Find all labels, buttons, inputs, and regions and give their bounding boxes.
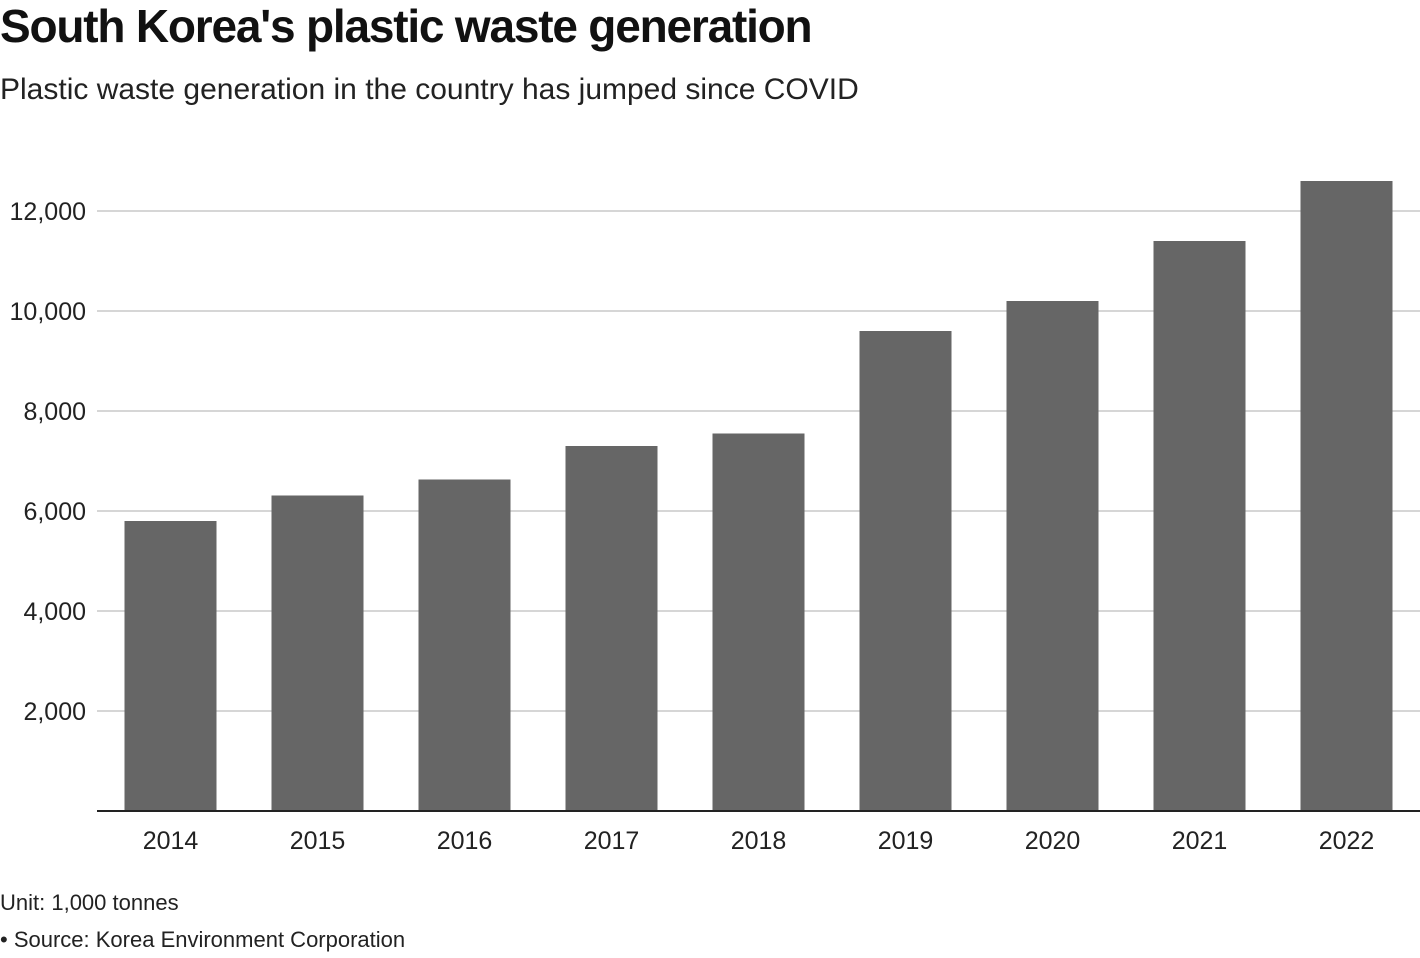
x-tick-label: 2019 xyxy=(878,827,934,855)
chart-subtitle: Plastic waste generation in the country … xyxy=(0,73,859,106)
y-tick-label: 2,000 xyxy=(23,698,86,726)
x-tick-label: 2021 xyxy=(1172,827,1228,855)
x-tick-label: 2015 xyxy=(290,827,346,855)
x-tick-label: 2014 xyxy=(143,827,199,855)
y-tick-label: 12,000 xyxy=(10,198,86,226)
bar-2014 xyxy=(124,521,217,811)
bar-2018 xyxy=(712,433,805,811)
x-tick-label: 2016 xyxy=(437,827,493,855)
y-tick-label: 10,000 xyxy=(10,298,86,326)
y-axis-ticks: 2,000 4,000 6,000 8,000 10,000 12,000 xyxy=(10,198,86,726)
x-axis-ticks: 2014 2015 2016 2017 2018 2019 2020 2021 2022 xyxy=(143,827,1375,855)
bar-2021 xyxy=(1153,241,1246,811)
chart-title: South Korea's plastic waste generation xyxy=(0,0,813,52)
bar-2015 xyxy=(271,495,364,811)
x-tick-label: 2017 xyxy=(584,827,640,855)
bar-2020 xyxy=(1006,301,1099,811)
y-tick-label: 4,000 xyxy=(23,598,86,626)
bars xyxy=(124,181,1393,811)
source-note: • Source: Korea Environment Corporation xyxy=(0,927,406,952)
x-tick-label: 2018 xyxy=(731,827,787,855)
x-tick-label: 2022 xyxy=(1319,827,1375,855)
y-tick-label: 8,000 xyxy=(23,398,86,426)
bar-2022 xyxy=(1300,181,1393,811)
bar-2016 xyxy=(418,479,511,811)
unit-note: Unit: 1,000 tonnes xyxy=(0,890,179,915)
y-tick-label: 6,000 xyxy=(23,498,86,526)
x-tick-label: 2020 xyxy=(1025,827,1081,855)
bar-2017 xyxy=(565,446,658,811)
bar-2019 xyxy=(859,331,952,811)
